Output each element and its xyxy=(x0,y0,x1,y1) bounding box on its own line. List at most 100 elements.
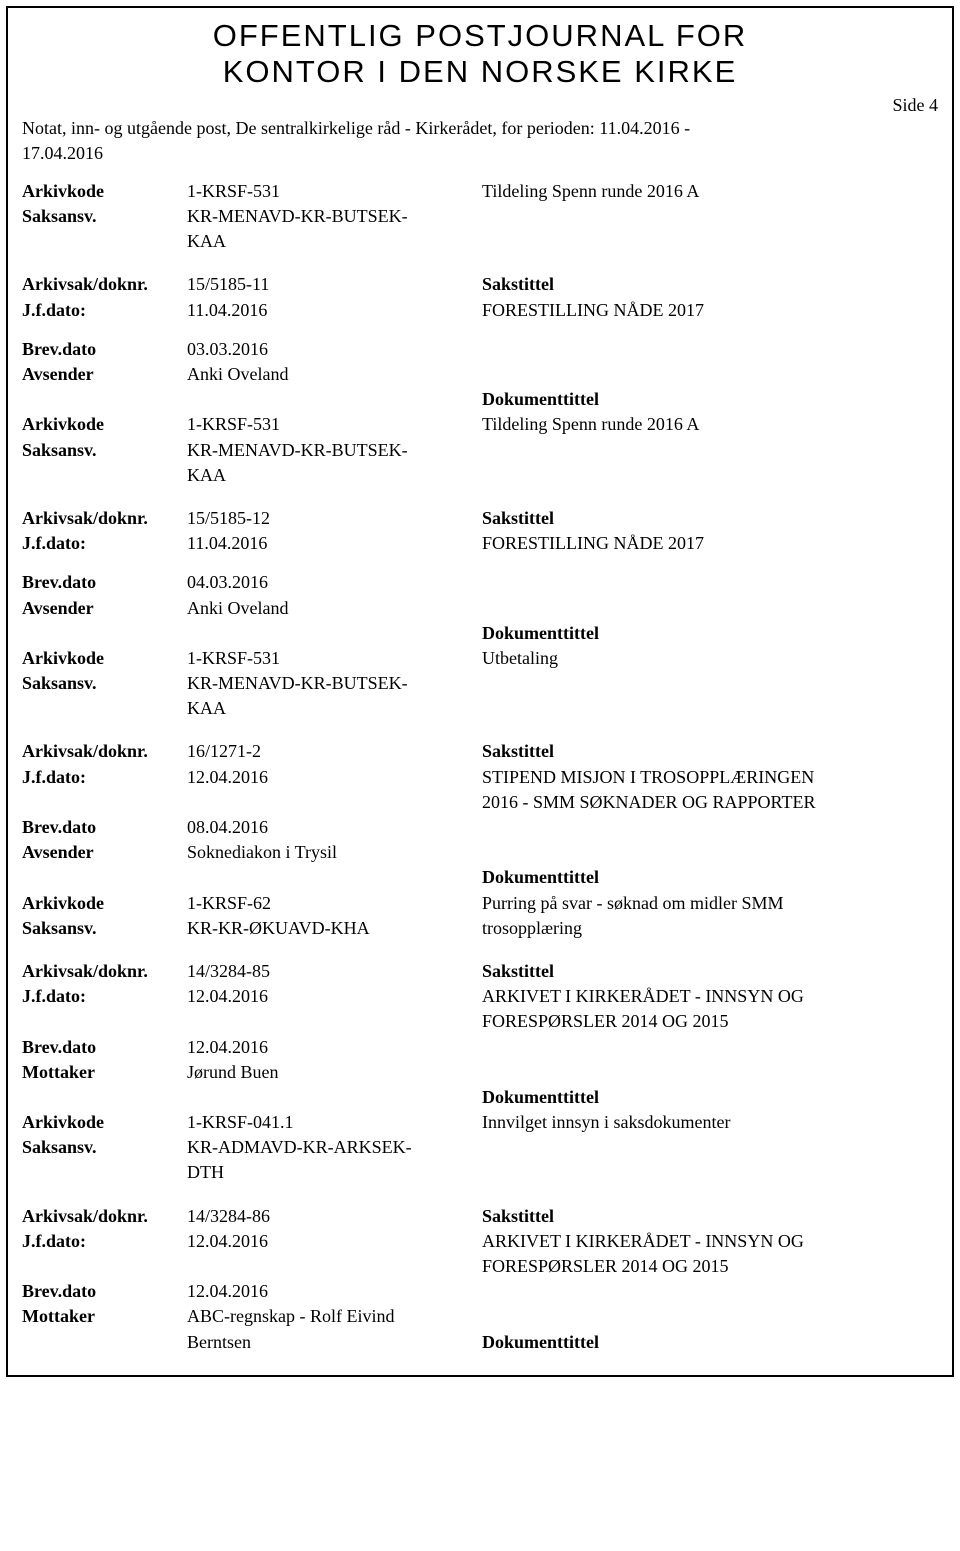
value-arkivkode: 1-KRSF-531 xyxy=(187,412,482,437)
value-jfdato: 11.04.2016 xyxy=(187,531,482,556)
journal-entry: Arkivsak/doknr. 14/3284-86 Sakstittel J.… xyxy=(22,1204,938,1355)
label-saksansv: Saksansv. xyxy=(22,204,187,229)
subheading: Notat, inn- og utgående post, De sentral… xyxy=(22,116,938,165)
label-jfdato: J.f.dato: xyxy=(22,984,187,1009)
value-arkivsak: 15/5185-12 xyxy=(187,506,482,531)
label-jfdato: J.f.dato: xyxy=(22,531,187,556)
value-avsender: Soknediakon i Trysil xyxy=(187,840,482,865)
label-saksansv: Saksansv. xyxy=(22,438,187,463)
label-mottaker: Mottaker xyxy=(22,1060,187,1085)
subhead-line-2: 17.04.2016 xyxy=(22,143,103,163)
label-avsender: Avsender xyxy=(22,596,187,621)
subhead-line-1: Notat, inn- og utgående post, De sentral… xyxy=(22,118,690,138)
label-dokumenttittel: Dokumenttittel xyxy=(482,1330,938,1355)
label-saksansv: Saksansv. xyxy=(22,1135,187,1160)
value-sakstittel-l2: 2016 - SMM SØKNADER OG RAPPORTER xyxy=(482,790,938,815)
value-saksansv-l1: KR-ADMAVD-KR-ARKSEK- xyxy=(187,1135,482,1160)
label-dokumenttittel: Dokumenttittel xyxy=(482,1085,938,1110)
value-brevdato: 03.03.2016 xyxy=(187,337,482,362)
label-arkivsak: Arkivsak/doknr. xyxy=(22,506,187,531)
value-arkivsak: 14/3284-85 xyxy=(187,959,482,984)
title-line-1: OFFENTLIG POSTJOURNAL FOR xyxy=(22,18,938,54)
value-mottaker-l2: Berntsen xyxy=(187,1330,482,1355)
label-brevdato: Brev.dato xyxy=(22,570,187,595)
page-number: Side 4 xyxy=(22,95,938,116)
label-brevdato: Brev.dato xyxy=(22,1035,187,1060)
label-sakstittel: Sakstittel xyxy=(482,739,938,764)
value-arkivkode: 1-KRSF-041.1 xyxy=(187,1110,482,1135)
value-mottaker-l1: ABC-regnskap - Rolf Eivind xyxy=(187,1304,482,1329)
value-sakstittel: FORESTILLING NÅDE 2017 xyxy=(482,298,938,323)
value-doktext: Tildeling Spenn runde 2016 A xyxy=(482,412,938,437)
label-jfdato: J.f.dato: xyxy=(22,765,187,790)
label-arkivkode: Arkivkode xyxy=(22,1110,187,1135)
value-doktext: Innvilget innsyn i saksdokumenter xyxy=(482,1110,938,1135)
journal-entry: Arkivsak/doknr. 14/3284-85 Sakstittel J.… xyxy=(22,959,938,1186)
value-arkivkode: 1-KRSF-531 xyxy=(187,646,482,671)
value-arkivkode: 1-KRSF-62 xyxy=(187,891,482,916)
journal-entry: Arkivkode 1-KRSF-531 Tildeling Spenn run… xyxy=(22,179,938,255)
value-brevdato: 04.03.2016 xyxy=(187,570,482,595)
label-arkivsak: Arkivsak/doknr. xyxy=(22,739,187,764)
label-arkivkode: Arkivkode xyxy=(22,412,187,437)
label-jfdato: J.f.dato: xyxy=(22,1229,187,1254)
value-saksansv-l2: KAA xyxy=(187,463,482,488)
label-arkivkode: Arkivkode xyxy=(22,891,187,916)
label-jfdato: J.f.dato: xyxy=(22,298,187,323)
label-dokumenttittel: Dokumenttittel xyxy=(482,865,938,890)
value-saksansv-l2: DTH xyxy=(187,1160,482,1185)
value-avsender: Anki Oveland xyxy=(187,596,482,621)
value-jfdato: 11.04.2016 xyxy=(187,298,482,323)
value-saksansv-l2: KAA xyxy=(187,696,482,721)
value-sakstittel: FORESTILLING NÅDE 2017 xyxy=(482,531,938,556)
value-jfdato: 12.04.2016 xyxy=(187,1229,482,1254)
value-sakstittel-l1: ARKIVET I KIRKERÅDET - INNSYN OG xyxy=(482,984,938,1009)
value-doktext-l1: Purring på svar - søknad om midler SMM xyxy=(482,891,938,916)
value-sakstittel-l1: ARKIVET I KIRKERÅDET - INNSYN OG xyxy=(482,1229,938,1254)
label-sakstittel: Sakstittel xyxy=(482,272,938,297)
value-arkivsak: 14/3284-86 xyxy=(187,1204,482,1229)
value-arkivsak: 16/1271-2 xyxy=(187,739,482,764)
value-saksansv-l2: KAA xyxy=(187,229,482,254)
label-dokumenttittel: Dokumenttittel xyxy=(482,387,938,412)
page-frame: OFFENTLIG POSTJOURNAL FOR KONTOR I DEN N… xyxy=(6,6,954,1377)
value-avsender: Anki Oveland xyxy=(187,362,482,387)
label-avsender: Avsender xyxy=(22,840,187,865)
value-brevdato: 12.04.2016 xyxy=(187,1035,482,1060)
label-arkivsak: Arkivsak/doknr. xyxy=(22,272,187,297)
value-brevdato: 12.04.2016 xyxy=(187,1279,482,1304)
value-arkivkode: 1-KRSF-531 xyxy=(187,179,482,204)
value-jfdato: 12.04.2016 xyxy=(187,765,482,790)
value-sakstittel-l2: FORESPØRSLER 2014 OG 2015 xyxy=(482,1009,938,1034)
label-arkivkode: Arkivkode xyxy=(22,179,187,204)
value-saksansv: KR-KR-ØKUAVD-KHA xyxy=(187,916,482,941)
label-brevdato: Brev.dato xyxy=(22,337,187,362)
label-arkivkode: Arkivkode xyxy=(22,646,187,671)
label-avsender: Avsender xyxy=(22,362,187,387)
label-sakstittel: Sakstittel xyxy=(482,506,938,531)
label-saksansv: Saksansv. xyxy=(22,671,187,696)
value-arkivsak: 15/5185-11 xyxy=(187,272,482,297)
value-saksansv-l1: KR-MENAVD-KR-BUTSEK- xyxy=(187,204,482,229)
journal-entry: Arkivsak/doknr. 15/5185-11 Sakstittel J.… xyxy=(22,272,938,488)
journal-entry: Arkivsak/doknr. 15/5185-12 Sakstittel J.… xyxy=(22,506,938,722)
label-brevdato: Brev.dato xyxy=(22,1279,187,1304)
label-brevdato: Brev.dato xyxy=(22,815,187,840)
value-doktext: Tildeling Spenn runde 2016 A xyxy=(482,179,938,204)
title-block: OFFENTLIG POSTJOURNAL FOR KONTOR I DEN N… xyxy=(22,18,938,89)
title-line-2: KONTOR I DEN NORSKE KIRKE xyxy=(22,54,938,90)
journal-entry: Arkivsak/doknr. 16/1271-2 Sakstittel J.f… xyxy=(22,739,938,941)
label-saksansv: Saksansv. xyxy=(22,916,187,941)
label-arkivsak: Arkivsak/doknr. xyxy=(22,1204,187,1229)
value-sakstittel-l1: STIPEND MISJON I TROSOPPLÆRINGEN xyxy=(482,765,938,790)
label-sakstittel: Sakstittel xyxy=(482,959,938,984)
label-arkivsak: Arkivsak/doknr. xyxy=(22,959,187,984)
label-sakstittel: Sakstittel xyxy=(482,1204,938,1229)
value-mottaker: Jørund Buen xyxy=(187,1060,482,1085)
value-saksansv-l1: KR-MENAVD-KR-BUTSEK- xyxy=(187,438,482,463)
value-brevdato: 08.04.2016 xyxy=(187,815,482,840)
value-jfdato: 12.04.2016 xyxy=(187,984,482,1009)
label-mottaker: Mottaker xyxy=(22,1304,187,1329)
label-dokumenttittel: Dokumenttittel xyxy=(482,621,938,646)
value-doktext-l2: trosopplæring xyxy=(482,916,938,941)
